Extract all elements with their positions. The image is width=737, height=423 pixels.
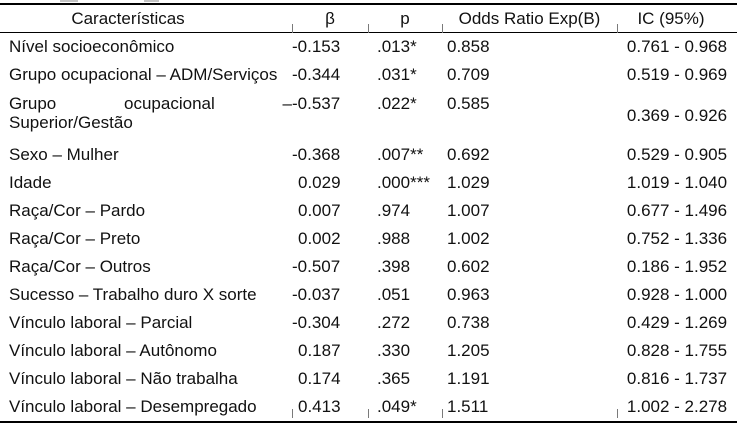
cell-beta: 0.187 [298, 341, 341, 360]
cell-or: 0.709 [447, 65, 490, 84]
cropped-caption-artifact [144, 0, 159, 2]
cell-or: 1.007 [447, 201, 490, 220]
cell-caracteristicas: Sexo – Mulher [9, 145, 119, 164]
cell-ic: 0.752 - 1.336 [626, 229, 728, 248]
cell-ic: 0.816 - 1.737 [626, 369, 728, 388]
cell-p: .031* [377, 65, 417, 84]
cell-ic: 0.928 - 1.000 [626, 285, 728, 304]
cell-ic: 0.529 - 0.905 [626, 145, 728, 164]
cell-ic: 1.019 - 1.040 [626, 173, 728, 192]
cell-ic: 1.002 - 2.278 [626, 397, 728, 416]
column-divider-tick [616, 409, 618, 418]
cell-p: .013* [377, 37, 417, 56]
cell-beta: 0.174 [298, 369, 341, 388]
table-row: Raça/Cor – Preto 0.002 .988 1.002 0.752 - 1.… [0, 225, 737, 253]
cell-caracteristicas: Idade [9, 173, 52, 192]
table-row: Vínculo laboral – Autônomo 0.187 .330 1.205… [0, 337, 737, 365]
cell-or: 0.963 [447, 285, 490, 304]
cell-beta: 0.007 [298, 201, 341, 220]
regression-table: Características β p Odds Ratio Exp(B) IC… [0, 3, 737, 423]
cell-caracteristicas: Grupo ocupacional – Superior/Gestão [9, 94, 292, 132]
column-header-odds-ratio: Odds Ratio Exp(B) [458, 8, 601, 28]
cell-caracteristicas: Vínculo laboral – Não trabalha [9, 369, 238, 388]
cell-p: .000*** [377, 173, 430, 192]
table-row: Grupo ocupacional – ADM/Serviços -0.344 .0… [0, 61, 737, 89]
table-body: Nível socioeconômico -0.153 .013* 0.858 0.76… [0, 33, 737, 423]
cell-or: 1.029 [447, 173, 490, 192]
table-row: Vínculo laboral – Não trabalha 0.174 .365 1… [0, 365, 737, 393]
cell-ic: 0.828 - 1.755 [626, 341, 728, 360]
cell-caracteristicas: Raça/Cor – Outros [9, 257, 151, 276]
cell-ic: 0.677 - 1.496 [626, 201, 728, 220]
cell-p: .974 [377, 201, 411, 220]
column-header-beta: β [325, 8, 335, 28]
cell-beta: -0.537 [292, 94, 341, 113]
cell-beta: -0.507 [292, 257, 341, 276]
cell-or: 0.738 [447, 313, 490, 332]
column-divider-tick [441, 24, 443, 33]
cell-p: .049* [377, 397, 417, 416]
cell-caracteristicas: Vínculo laboral – Desempregado [9, 397, 257, 416]
cell-or: 0.858 [447, 37, 490, 56]
cell-p: .272 [377, 313, 411, 332]
column-divider-tick [616, 24, 618, 33]
cell-ic: 0.369 - 0.926 [626, 105, 728, 125]
cropped-caption-artifact [60, 0, 78, 2]
cell-caracteristicas: Raça/Cor – Pardo [9, 201, 146, 220]
cell-or: 1.205 [447, 341, 490, 360]
cell-ic: 0.519 - 0.969 [626, 65, 728, 84]
cell-or: 0.585 [447, 94, 490, 113]
table-row: Grupo ocupacional – Superior/Gestão -0.537 .0… [0, 89, 737, 141]
column-header-ic95: IC (95%) [637, 8, 705, 28]
cell-or: 0.692 [447, 145, 490, 164]
cell-beta: -0.037 [292, 285, 341, 304]
cell-beta: -0.368 [292, 145, 341, 164]
cell-beta: 0.413 [298, 397, 341, 416]
cell-or: 1.191 [447, 369, 490, 388]
cell-or: 1.511 [447, 397, 489, 416]
table-row: Vínculo laboral – Parcial -0.304 .272 0.738… [0, 309, 737, 337]
cell-ic: 0.429 - 1.269 [626, 313, 728, 332]
table-row: Vínculo laboral – Desempregado 0.413 .049*… [0, 393, 737, 422]
cell-caracteristicas: Grupo ocupacional – ADM/Serviços [9, 65, 278, 84]
cell-beta: 0.029 [298, 173, 341, 192]
cell-caracteristicas: Vínculo laboral – Parcial [9, 313, 193, 332]
column-divider-tick [291, 409, 293, 418]
table-row: Sexo – Mulher -0.368 .007** 0.692 0.529 - 0.… [0, 141, 737, 169]
cell-p: .398 [377, 257, 411, 276]
cell-beta: -0.344 [292, 65, 341, 84]
column-divider-tick [367, 409, 369, 418]
cell-p: .988 [377, 229, 411, 248]
cell-caracteristicas: Vínculo laboral – Autônomo [9, 341, 217, 360]
table-row: Raça/Cor – Outros -0.507 .398 0.602 0.186 - … [0, 253, 737, 281]
cell-p: .365 [377, 369, 411, 388]
column-divider-tick [367, 24, 369, 33]
cell-ic: 0.761 - 0.968 [626, 37, 728, 56]
cell-caracteristicas: Raça/Cor – Preto [9, 229, 141, 248]
table-row: Sucesso – Trabalho duro X sorte -0.037 .05… [0, 281, 737, 309]
cell-beta: -0.153 [292, 37, 341, 56]
cell-caracteristicas: Nível socioeconômico [9, 37, 175, 56]
column-header-p: p [400, 8, 410, 28]
cell-caracteristicas: Sucesso – Trabalho duro X sorte [9, 285, 257, 304]
cell-or: 0.602 [447, 257, 490, 276]
column-divider-tick [441, 409, 443, 418]
column-header-caracteristicas: Características [71, 8, 185, 28]
cell-p: .022* [377, 94, 417, 113]
table-row: Idade 0.029 .000*** 1.029 1.019 - 1.040 [0, 169, 737, 197]
table-row: Nível socioeconômico -0.153 .013* 0.858 0.76… [0, 33, 737, 62]
table-row: Raça/Cor – Pardo 0.007 .974 1.007 0.677 - 1.… [0, 197, 737, 225]
cell-p: .007** [377, 145, 424, 164]
cell-p: .330 [377, 341, 411, 360]
cell-ic: 0.186 - 1.952 [626, 257, 728, 276]
header-row: Características β p Odds Ratio Exp(B) IC… [0, 4, 737, 33]
cell-beta: 0.002 [298, 229, 341, 248]
cell-p: .051 [377, 285, 411, 304]
cell-or: 1.002 [447, 229, 490, 248]
cell-beta: -0.304 [292, 313, 341, 332]
column-divider-tick [291, 24, 293, 33]
